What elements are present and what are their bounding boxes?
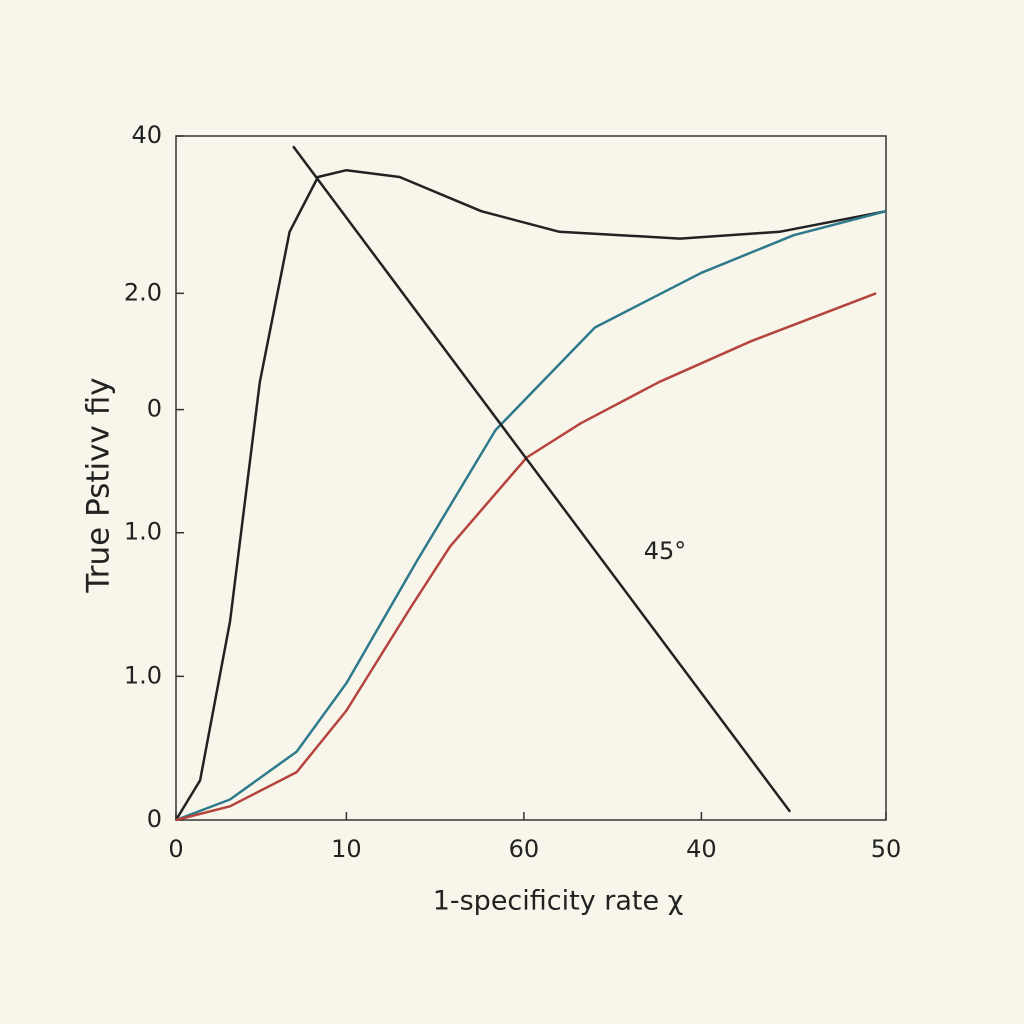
x-tick-label: 40 <box>686 835 717 863</box>
line-series <box>175 209 887 822</box>
x-tick-label: 10 <box>331 835 362 863</box>
line-series <box>292 145 792 813</box>
x-tick-label: 0 <box>168 835 183 863</box>
y-tick-label: 2.0 <box>124 278 162 306</box>
line-series <box>175 292 877 822</box>
plot-frame <box>175 135 887 821</box>
x-tick-label: 60 <box>509 835 540 863</box>
y-tick-label: 0 <box>147 805 162 833</box>
line-series <box>174 168 887 821</box>
y-tick-label: 0 <box>147 395 162 423</box>
annotation: 45° <box>644 537 687 565</box>
y-axis-label: True Pstivv fiy <box>81 377 117 593</box>
y-tick-label: 1.0 <box>124 661 162 689</box>
y-tick-label: 1.0 <box>124 518 162 546</box>
x-axis-label: 1-specificity rate χ <box>433 886 684 917</box>
x-tick-label: 50 <box>871 835 902 863</box>
y-tick-label: 40 <box>131 121 162 149</box>
